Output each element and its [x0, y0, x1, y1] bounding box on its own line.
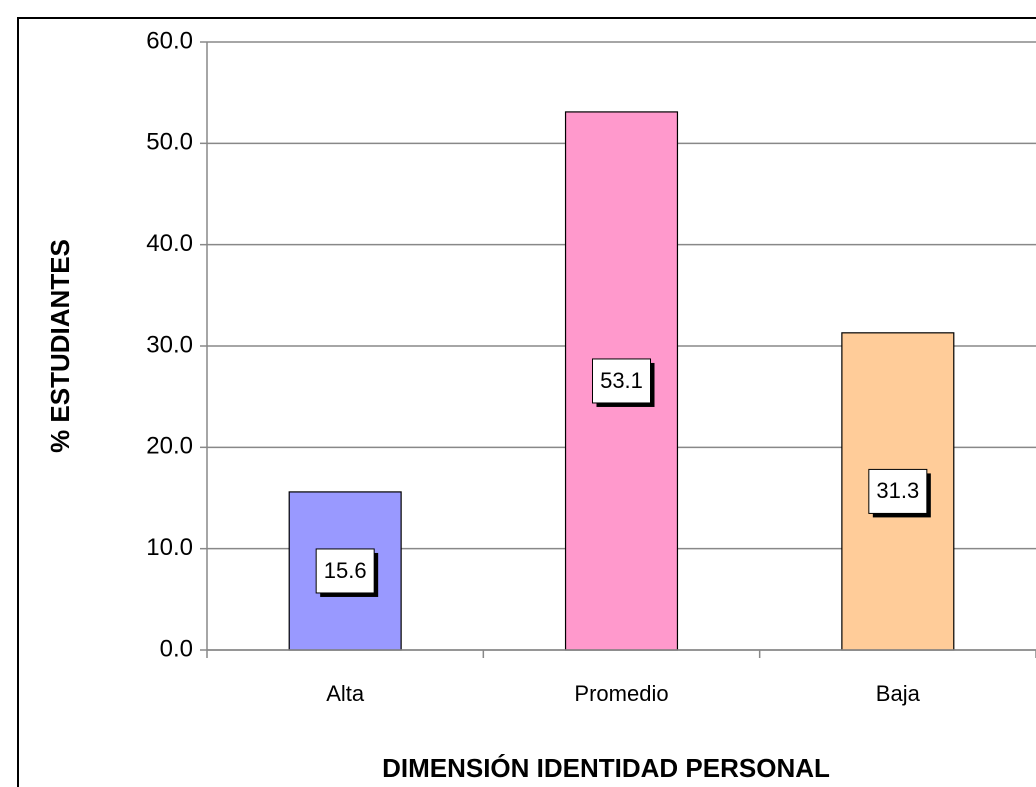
x-tick-label: Promedio [574, 681, 668, 706]
value-label: 15.6 [324, 558, 367, 583]
x-axis-label: DIMENSIÓN IDENTIDAD PERSONAL [382, 753, 830, 783]
value-label: 53.1 [600, 368, 643, 393]
y-tick-label: 50.0 [146, 129, 193, 156]
y-tick-label: 30.0 [146, 331, 193, 358]
y-tick-label: 40.0 [146, 230, 193, 257]
y-axis-label: % ESTUDIANTES [45, 239, 75, 453]
value-label-box [868, 468, 928, 514]
x-tick-label: Baja [876, 681, 921, 706]
y-tick-label: 60.0 [146, 27, 193, 54]
y-tick-label: 20.0 [146, 433, 193, 460]
value-label: 31.3 [876, 478, 919, 503]
y-tick-label: 0.0 [160, 635, 193, 662]
x-tick-label: Alta [326, 681, 365, 706]
y-tick-label: 10.0 [146, 534, 193, 561]
value-label-box [315, 548, 375, 594]
value-label-box [592, 358, 651, 404]
